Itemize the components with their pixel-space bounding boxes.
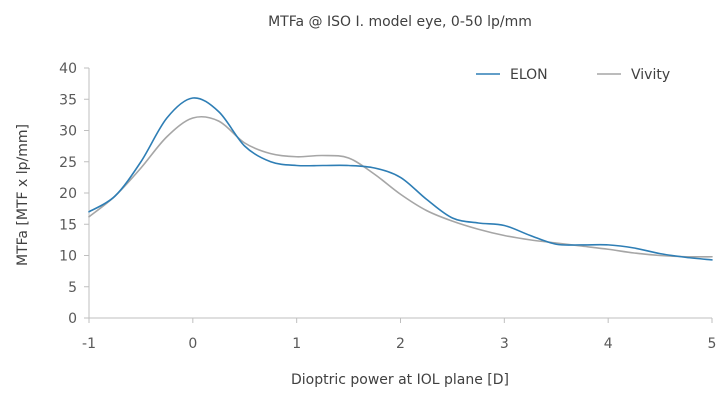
chart-title: MTFa @ ISO I. model eye, 0-50 lp/mm: [268, 14, 532, 30]
y-axis-label: MTFa [MTF x lp/mm]: [15, 124, 31, 266]
x-axis-label: Dioptric power at IOL plane [D]: [291, 372, 509, 388]
y-tick-label: 25: [59, 155, 77, 171]
series-line-elon: [88, 97, 713, 261]
legend: ELON Vivity: [476, 67, 670, 83]
y-tick-label: 0: [68, 311, 77, 327]
x-tick-label: 2: [396, 336, 405, 352]
legend-label-elon: ELON: [510, 67, 548, 83]
x-tick-label: 4: [604, 336, 613, 352]
x-tick-label: 1: [292, 336, 301, 352]
legend-label-vivity: Vivity: [631, 67, 670, 83]
x-tick-label: 0: [188, 336, 197, 352]
y-tick-label: 15: [59, 217, 77, 233]
y-tick-label: 35: [59, 92, 77, 108]
y-tick-label: 10: [59, 249, 77, 265]
y-tick-label: 40: [59, 61, 77, 77]
y-tick-label: 20: [59, 186, 77, 202]
x-tick-label: 5: [708, 336, 717, 352]
series-line-vivity: [88, 115, 713, 258]
y-tick-label: 30: [59, 124, 77, 140]
y-tick-label: 5: [68, 280, 77, 296]
series-layer: [88, 97, 713, 261]
axes: 0 5 10 15 20 25 30 35 40 -1 0 1 2 3 4 5: [59, 61, 716, 352]
x-tick-label: -1: [82, 336, 96, 352]
x-tick-label: 3: [500, 336, 509, 352]
